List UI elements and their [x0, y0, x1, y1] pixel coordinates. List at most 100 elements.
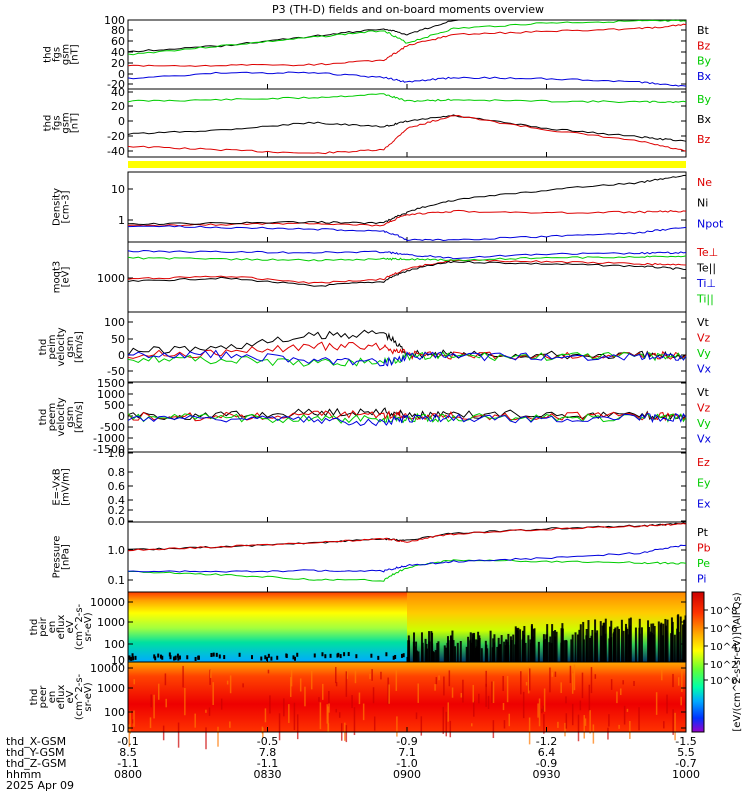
spectrogram-dropout [313, 653, 316, 658]
footer-value: -1.5 [675, 735, 696, 748]
legend-ti: Ti|| [696, 293, 714, 306]
y-axis-label: moqt3 [52, 261, 63, 294]
series-line-pt [127, 522, 687, 551]
spectrogram-dropout [194, 656, 197, 661]
spectrogram-dropout [407, 635, 410, 662]
spectrogram-dropout [576, 634, 579, 662]
series-line-pi [127, 544, 687, 573]
y-axis-label: fgs [52, 115, 63, 130]
series-line-bx [127, 114, 687, 142]
spectrogram-streak [128, 724, 131, 747]
spectrogram-dropout [613, 628, 616, 662]
spectrogram-streak [472, 684, 474, 703]
spectrogram-dropout [638, 627, 641, 662]
spectrogram-streak [354, 670, 357, 684]
spectrogram-streak [132, 719, 134, 724]
legend-vt: Vt [697, 386, 710, 399]
spectrogram-streak [129, 710, 131, 734]
spectrogram-streak [571, 703, 574, 726]
spectrogram-dropout [500, 635, 503, 662]
spectrogram-dropout [131, 653, 134, 658]
spectrogram-streak [283, 698, 285, 717]
spectrogram-dropout [589, 637, 592, 662]
spectrogram-streak [326, 704, 328, 724]
y-tick-label: 10000 [90, 596, 125, 609]
spectrogram-dropout [542, 634, 545, 662]
spectrogram-dropout [498, 645, 501, 662]
y-axis-label: velocity [56, 327, 67, 366]
spectrogram-dropout [676, 628, 679, 662]
spectrogram-streak [149, 717, 152, 729]
spectrogram-dropout [417, 651, 420, 662]
footer-row-label: thd_Z-GSM [6, 757, 66, 770]
spectrogram-streak [674, 712, 676, 741]
legend-by: By [697, 93, 712, 106]
spectrogram-streak [269, 695, 271, 714]
spectrogram-dropout [670, 633, 673, 662]
y-tick-label: 100 [104, 638, 125, 651]
spectrogram-streak [672, 709, 674, 735]
spectrogram-streak [345, 725, 348, 743]
y-tick-label: 1000 [97, 388, 125, 401]
spectrogram-streak [554, 671, 557, 677]
y-axis-label: thd [43, 46, 54, 63]
y-tick-label: 0 [118, 410, 125, 423]
y-tick-label: 20 [111, 57, 125, 70]
spectrogram-dropout [428, 631, 431, 662]
spectrogram-dropout [545, 634, 548, 662]
spectrogram-streak [520, 671, 522, 695]
y-tick-label: 80 [111, 24, 125, 37]
spectrogram-dropout [616, 626, 619, 662]
spectrogram-streak [538, 698, 541, 727]
y-tick-label: 100 [104, 706, 125, 719]
spectrogram-dropout [519, 629, 522, 662]
y-axis-label: gsm [65, 406, 76, 427]
spectrogram-streak [164, 673, 167, 686]
spectrogram-dropout [640, 627, 643, 662]
spectrogram-streak [362, 703, 365, 721]
spectrogram-streak [353, 707, 356, 736]
y-axis-label: [km/s] [74, 401, 85, 433]
y-axis-label: eV [65, 620, 76, 633]
spectrogram-streak [616, 691, 618, 704]
spectrogram-streak [527, 667, 530, 694]
spectrogram-dropout [467, 636, 470, 662]
spectrogram-dropout [130, 656, 133, 661]
spectrogram-streak [492, 681, 495, 703]
spectrogram-streak [229, 721, 231, 728]
spectrogram-streak [623, 705, 626, 725]
spectrogram-streak [345, 671, 348, 697]
y-tick-label: -20 [107, 78, 125, 91]
spectrogram-dropout [604, 639, 607, 662]
legend-bx: Bx [697, 70, 712, 83]
spectrogram-streak [663, 721, 665, 729]
legend-vx: Vx [697, 363, 712, 376]
colorbar-tick-label: 10^2 [710, 660, 737, 671]
spectrogram-dropout [681, 624, 684, 662]
series-line-ne [127, 209, 687, 227]
y-tick-label: 1 [118, 214, 125, 227]
spectrogram-dropout [168, 652, 171, 657]
spectrogram-dropout [599, 621, 602, 662]
spectrogram-streak [438, 675, 440, 681]
spectrogram-streak [184, 687, 186, 716]
spectrogram-streak [626, 708, 629, 712]
series-line-vx [127, 412, 687, 427]
spectrogram-streak [327, 706, 329, 732]
y-tick-label: 0 [118, 68, 125, 81]
spectrogram-dropout [424, 638, 427, 662]
spectrogram-dropout [329, 653, 332, 658]
series-line-bx [127, 71, 687, 87]
panel-4: 1000 moqt3[eV] Te⊥ Te|| Ti⊥ Ti|| [52, 241, 718, 313]
spectrogram-dropout [551, 624, 554, 662]
y-tick-label: 10000 [90, 662, 125, 675]
spectrogram-streak [290, 669, 293, 687]
footer-value: -0.9 [536, 757, 557, 770]
spectrogram-dropout [132, 656, 135, 661]
spectrogram-dropout [544, 639, 547, 662]
spectrogram-dropout [570, 639, 573, 662]
spectrogram-streak [351, 695, 353, 708]
y-tick-label: 10 [111, 654, 125, 667]
